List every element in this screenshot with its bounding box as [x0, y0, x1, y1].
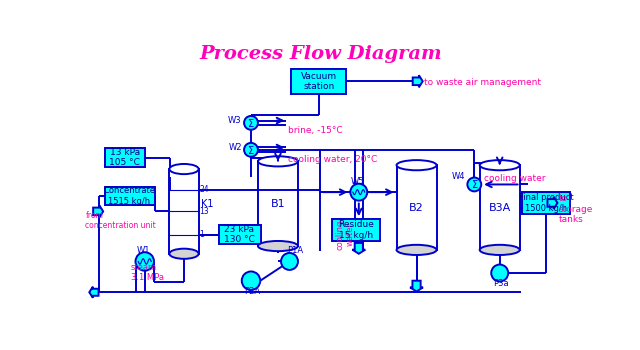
- Circle shape: [350, 184, 367, 201]
- Ellipse shape: [397, 160, 436, 170]
- Circle shape: [136, 252, 154, 271]
- Text: W1: W1: [136, 246, 150, 255]
- Bar: [258, 161, 298, 246]
- Bar: [397, 165, 436, 250]
- Circle shape: [244, 143, 258, 157]
- Text: cooling
water: cooling water: [335, 219, 355, 250]
- Bar: [522, 192, 570, 214]
- Circle shape: [242, 272, 260, 290]
- Text: cooling water: cooling water: [484, 174, 545, 183]
- Text: W5: W5: [351, 177, 364, 186]
- Text: P1A: P1A: [287, 246, 303, 255]
- Polygon shape: [410, 281, 423, 292]
- Bar: [291, 69, 346, 93]
- Text: Final product
1500 kg/h: Final product 1500 kg/h: [518, 193, 573, 213]
- Polygon shape: [413, 75, 422, 87]
- Circle shape: [492, 265, 508, 281]
- Text: Residue
15 kg/h: Residue 15 kg/h: [338, 220, 374, 240]
- Text: brine, -15°C: brine, -15°C: [288, 126, 342, 135]
- Bar: [105, 148, 145, 167]
- Polygon shape: [93, 205, 103, 217]
- Text: to
storage
tanks: to storage tanks: [559, 194, 593, 224]
- Text: 13 kPa
105 °C: 13 kPa 105 °C: [109, 148, 140, 167]
- Text: 23 kPa
130 °C: 23 kPa 130 °C: [224, 225, 255, 244]
- Bar: [219, 225, 261, 244]
- Text: Concentrate
1515 kg/h: Concentrate 1515 kg/h: [103, 186, 156, 206]
- Circle shape: [467, 177, 481, 191]
- Circle shape: [244, 116, 258, 130]
- Polygon shape: [353, 243, 365, 254]
- Text: 24: 24: [200, 186, 209, 194]
- Text: 13: 13: [200, 207, 209, 216]
- Ellipse shape: [480, 160, 520, 170]
- Text: K1: K1: [201, 199, 214, 209]
- Text: W3: W3: [228, 116, 242, 125]
- Text: from
concentration unit: from concentration unit: [86, 211, 156, 230]
- Text: B3A: B3A: [488, 203, 511, 212]
- Ellipse shape: [170, 164, 198, 174]
- Polygon shape: [547, 197, 557, 209]
- Text: steam
3.1 MPa: steam 3.1 MPa: [131, 262, 164, 282]
- Ellipse shape: [170, 248, 198, 259]
- Text: to waste air management: to waste air management: [424, 78, 541, 86]
- Text: 1: 1: [200, 230, 204, 239]
- Text: cooling water, 20°C: cooling water, 20°C: [288, 155, 377, 163]
- Ellipse shape: [258, 156, 298, 167]
- Polygon shape: [90, 287, 99, 298]
- Text: W2: W2: [228, 143, 242, 152]
- Text: $\Sigma$: $\Sigma$: [470, 178, 478, 190]
- Text: B1: B1: [271, 199, 285, 209]
- Ellipse shape: [480, 245, 520, 255]
- Text: P3a: P3a: [493, 279, 509, 288]
- Text: $\Sigma$: $\Sigma$: [247, 144, 255, 156]
- Bar: [170, 169, 198, 254]
- Text: Process Flow Diagram: Process Flow Diagram: [199, 45, 442, 63]
- Text: W4: W4: [452, 172, 465, 181]
- Ellipse shape: [397, 245, 436, 255]
- Text: B2: B2: [409, 203, 424, 212]
- Bar: [332, 219, 380, 241]
- Bar: [480, 165, 520, 250]
- Circle shape: [281, 253, 298, 270]
- Text: $\Sigma$: $\Sigma$: [247, 117, 255, 129]
- Bar: [105, 187, 155, 205]
- Text: P2A: P2A: [244, 287, 260, 296]
- Text: Vacuum
station: Vacuum station: [301, 71, 337, 91]
- Ellipse shape: [258, 241, 298, 251]
